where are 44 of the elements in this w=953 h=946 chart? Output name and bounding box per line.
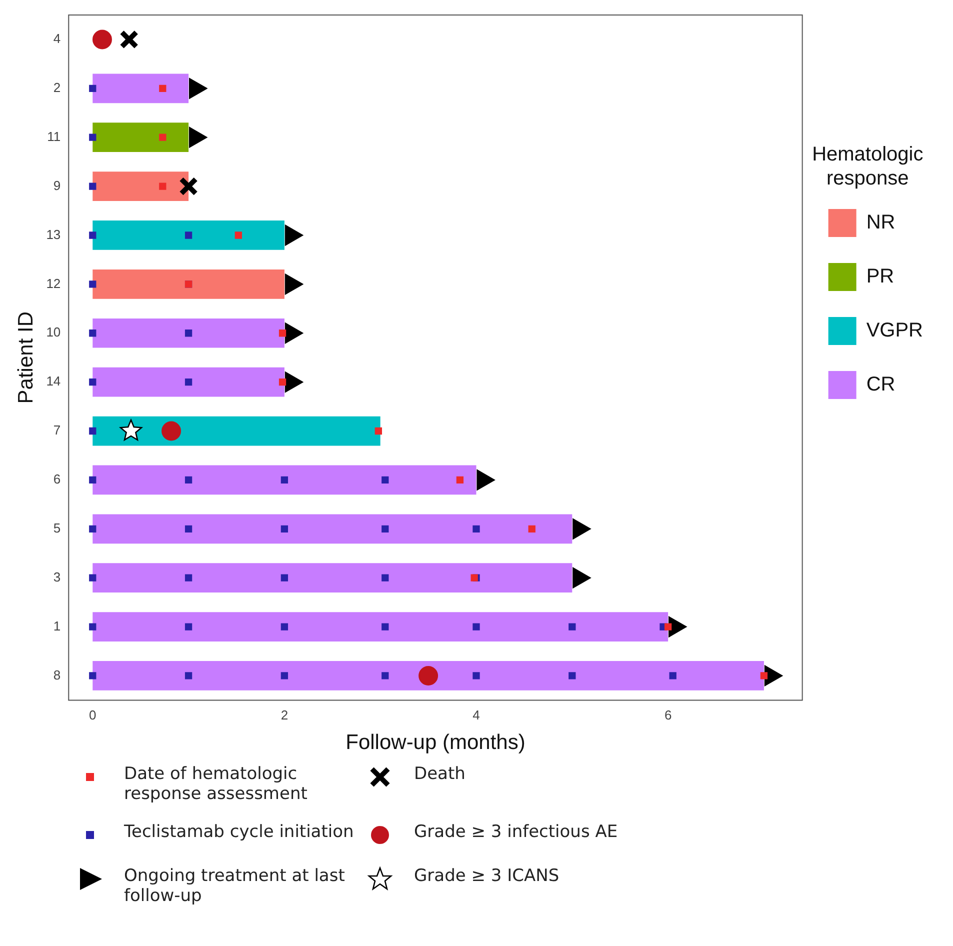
bar xyxy=(92,612,668,642)
bar xyxy=(92,220,284,250)
bar xyxy=(92,318,284,348)
x-tick-label: 6 xyxy=(664,708,672,723)
bar xyxy=(92,416,380,446)
y-tick-label: 13 xyxy=(46,226,61,242)
bar xyxy=(92,172,189,201)
y-tick-label: 4 xyxy=(53,31,61,46)
x-axis-title: Follow-up (months) xyxy=(346,731,526,754)
y-tick-label: 2 xyxy=(53,80,61,95)
x-tick-label: 4 xyxy=(472,708,480,723)
legend-label: Teclistamab cycle initiation xyxy=(124,822,354,842)
y-tick-label: 10 xyxy=(46,324,61,340)
legend-label: Grade ≥ 3 infectious AE xyxy=(414,822,618,842)
bar xyxy=(92,514,572,544)
y-tick-label: 12 xyxy=(46,276,61,291)
legend-title: Hematologic response xyxy=(812,144,924,190)
legend-label: NR xyxy=(866,212,896,234)
legend-label: Date of hematologic response assessment xyxy=(124,764,308,804)
y-tick-label: 6 xyxy=(53,472,61,487)
y-tick-label: 14 xyxy=(46,374,61,389)
x-tick-label: 2 xyxy=(280,708,288,723)
y-tick-label: 8 xyxy=(53,667,61,682)
y-tick-label: 5 xyxy=(53,520,61,536)
bar xyxy=(92,465,476,495)
bar xyxy=(92,367,284,397)
bar xyxy=(92,74,189,104)
y-tick-label: 9 xyxy=(53,178,61,193)
bar xyxy=(92,563,572,593)
y-tick-label: 7 xyxy=(53,422,61,438)
y-tick-label: 3 xyxy=(53,569,61,584)
legend-label: Death xyxy=(414,764,466,784)
legend-label: Ongoing treatment at last follow-up xyxy=(124,866,346,906)
y-axis-title: Patient ID xyxy=(14,311,38,404)
legend-label: Grade ≥ 3 ICANS xyxy=(414,866,560,886)
legend-label: PR xyxy=(866,266,894,288)
y-tick-label: 11 xyxy=(47,128,61,144)
legend-label: CR xyxy=(866,374,896,396)
bar xyxy=(92,270,284,299)
legend-label: VGPR xyxy=(866,320,924,342)
y-tick-label: 1 xyxy=(53,618,61,634)
x-tick-label: 0 xyxy=(89,708,96,723)
bar xyxy=(92,122,189,152)
bar xyxy=(92,661,764,690)
